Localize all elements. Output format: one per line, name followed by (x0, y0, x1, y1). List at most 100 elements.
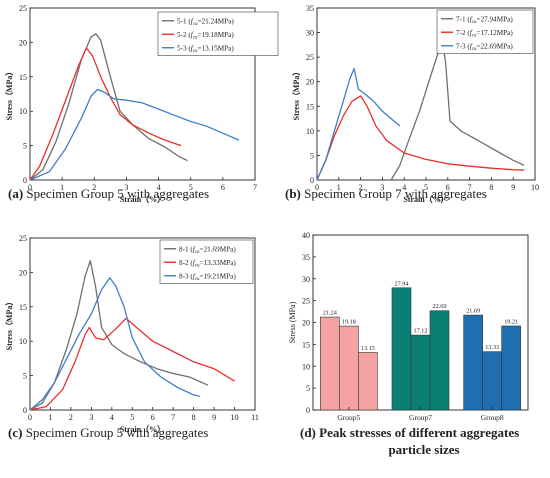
x-tick-label: 4 (157, 183, 161, 192)
caption-tag: (c) (8, 425, 22, 440)
caption-d: (d) Peak stresses of different aggregate… (300, 425, 519, 440)
y-tick-label: 20 (302, 319, 310, 328)
y-tick-label: 30 (302, 275, 310, 284)
bar-value-label: 13.33 (485, 344, 499, 351)
y-tick-label: 25 (19, 4, 27, 13)
series-line-8-1 (29, 260, 209, 411)
bar-value-label: 22.69 (433, 303, 447, 310)
caption-text: Peak stresses of different aggregates (319, 425, 519, 440)
y-tick-label: 0 (310, 176, 314, 185)
y-tick-label: 20 (19, 38, 27, 47)
x-tick-label: 4 (110, 413, 114, 422)
y-tick-label: 20 (19, 268, 27, 277)
y-tick-label: 15 (19, 303, 27, 312)
caption-text: Specimen Group 5 with aggregates (23, 186, 209, 201)
bar-value-label: 17.12 (414, 328, 428, 335)
bar-value-label: 19.18 (342, 319, 356, 326)
y-tick-label: 10 (306, 127, 314, 136)
bar-Group5-2 (339, 325, 359, 411)
bar-value-label: 21.24 (323, 310, 337, 317)
y-tick-label: 35 (302, 253, 310, 262)
bar-value-label: 21.69 (466, 308, 480, 315)
bar-Group8-2 (482, 351, 502, 411)
x-tick-label: 3 (380, 183, 384, 192)
y-tick-label: 0 (306, 406, 310, 415)
x-tick-label: 9 (212, 413, 216, 422)
x-tick-label: 6 (151, 413, 155, 422)
caption-text-line2: particle sizes (388, 442, 459, 457)
legend-label-8-1: 8-1 (fcu=21.69MPa) (179, 245, 236, 255)
x-tick-label: 1 (48, 413, 52, 422)
x-tick-label: 10 (531, 183, 539, 192)
x-axis-label: Strain（%） (120, 194, 165, 204)
legend-label-7-2: 7-2 (fcu=17.12MPa) (456, 29, 513, 39)
x-axis-label: Strain（%） (120, 424, 165, 434)
caption-tag: (a) (8, 186, 23, 201)
series-line-7-3 (316, 67, 401, 181)
y-tick-label: 10 (19, 337, 27, 346)
x-tick-label: 1 (337, 183, 341, 192)
legend-label-8-2: 8-2 (fcu=13.33MPa) (179, 259, 236, 269)
y-tick-label: 5 (23, 142, 27, 151)
x-tick-label: 10 (231, 413, 239, 422)
legend-label-5-2: 5-2 (fcu=19.18MPa) (177, 31, 234, 41)
y-tick-label: 15 (306, 102, 314, 111)
y-tick-label: 10 (19, 107, 27, 116)
series-line-8-2 (29, 317, 235, 411)
x-tick-label: 0 (28, 413, 32, 422)
chart-panel-d: 0 5 10 15 20 25 30 35 40 Stress (MPa) 21.24 19.18 13… (288, 231, 529, 457)
series-line-8-3 (29, 277, 200, 411)
y-tick-label: 5 (310, 151, 314, 160)
x-tick-label: 5 (424, 183, 428, 192)
chart-panel-c: 0 1 2 3 4 5 6 7 8 9 10 11 0 5 10 15 20 25 Strain（%） Stress（… (4, 234, 259, 440)
x-tick-label: 4 (402, 183, 406, 192)
x-tick-label: 5 (189, 183, 193, 192)
x-tick-label: 3 (89, 413, 93, 422)
x-category-label: Group7 (409, 413, 432, 422)
x-tick-label: 6 (221, 183, 225, 192)
x-category-label: Group5 (337, 413, 360, 422)
legend: 8-1 (fcu=21.69MPa) 8-2 (fcu=13.33MPa) 8-3 … (159, 239, 254, 284)
bar-Group7-1 (391, 287, 412, 411)
y-tick-label: 30 (306, 29, 314, 38)
legend: 7-1 (fcu=27.94MPa) 7-2 (fcu=17.12MPa) 7-3 … (436, 9, 534, 54)
x-tick-label: 2 (359, 183, 363, 192)
x-tick-label: 0 (28, 183, 32, 192)
y-tick-label: 0 (23, 176, 27, 185)
y-axis-label: Stress（MPa） (4, 298, 14, 351)
x-tick-label: 1 (60, 183, 64, 192)
bar-value-label: 27.94 (395, 280, 409, 287)
y-tick-label: 10 (302, 362, 310, 371)
x-tick-label: 6 (446, 183, 450, 192)
caption-tag: (b) (285, 186, 301, 201)
y-tick-label: 5 (306, 384, 310, 393)
y-axis-label: Stress（MPa） (4, 68, 14, 121)
y-tick-label: 15 (302, 340, 310, 349)
x-tick-label: 3 (124, 183, 128, 192)
caption-text: Specimen Group 5 with aggregates (22, 425, 208, 440)
x-category-label: Group8 (481, 413, 504, 422)
x-tick-label: 0 (315, 183, 319, 192)
x-tick-label: 7 (171, 413, 175, 422)
bar-value-label: 19.21 (504, 318, 518, 325)
x-tick-label: 2 (92, 183, 96, 192)
chart-panel-a: 0 1 2 3 4 5 6 7 0 5 10 15 20 25 Strain（%） Stress（MPa） 5-… (4, 4, 279, 204)
y-tick-label: 15 (19, 73, 27, 82)
legend-label-7-3: 7-3 (fcu=22.69MPa) (456, 42, 513, 52)
series-line-5-2 (29, 47, 182, 181)
legend-label-5-1: 5-1 (fcu=21.24MPa) (177, 17, 234, 27)
y-tick-label: 35 (306, 4, 314, 13)
caption-a: (a) Specimen Group 5 with aggregates (8, 186, 209, 201)
x-tick-label: 7 (468, 183, 472, 192)
legend-box (157, 11, 279, 56)
legend-label-8-3: 8-3 (fcu=19.21MPa) (179, 272, 236, 282)
y-tick-label: 0 (23, 406, 27, 415)
y-tick-label: 5 (23, 372, 27, 381)
legend: 5-1 (fcu=21.24MPa) 5-2 (fcu=19.18MPa) 5-3 … (157, 11, 279, 56)
y-tick-label: 20 (306, 78, 314, 87)
plot-frame (29, 7, 256, 181)
y-axis-label: Stress (MPa) (288, 301, 297, 343)
bar-Group5-1 (320, 316, 340, 411)
series-line-7-1 (390, 42, 525, 181)
